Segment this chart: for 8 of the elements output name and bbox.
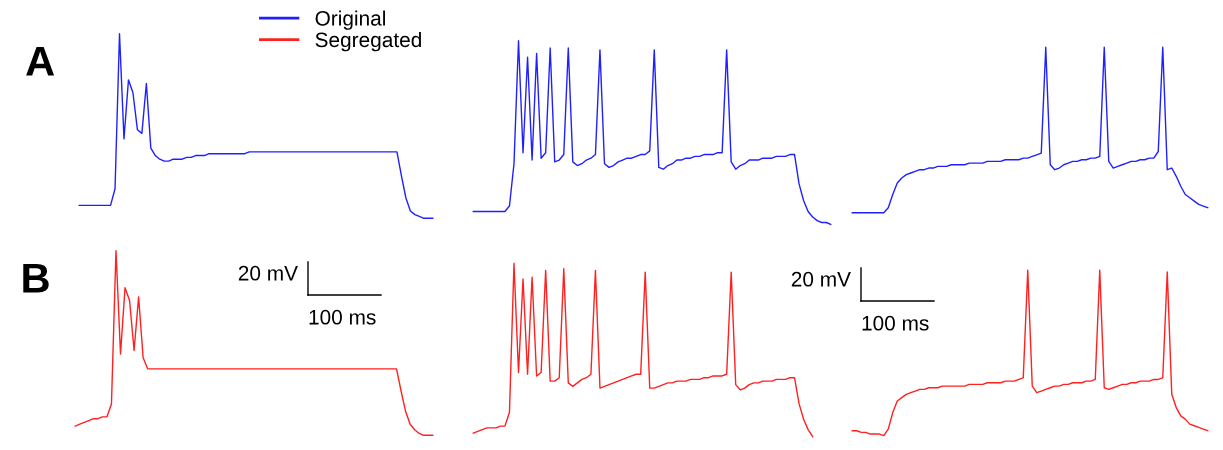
legend-label: Original [315, 10, 385, 30]
annotation: 20 mV [238, 265, 298, 281]
annotation: 100 ms [862, 315, 929, 331]
annotation: 100 ms [309, 309, 376, 325]
annotation: 20 mV [791, 271, 851, 287]
legend-label: Segregated [315, 31, 421, 52]
chart-title: B [23, 263, 49, 293]
chart-title: A [26, 46, 55, 76]
